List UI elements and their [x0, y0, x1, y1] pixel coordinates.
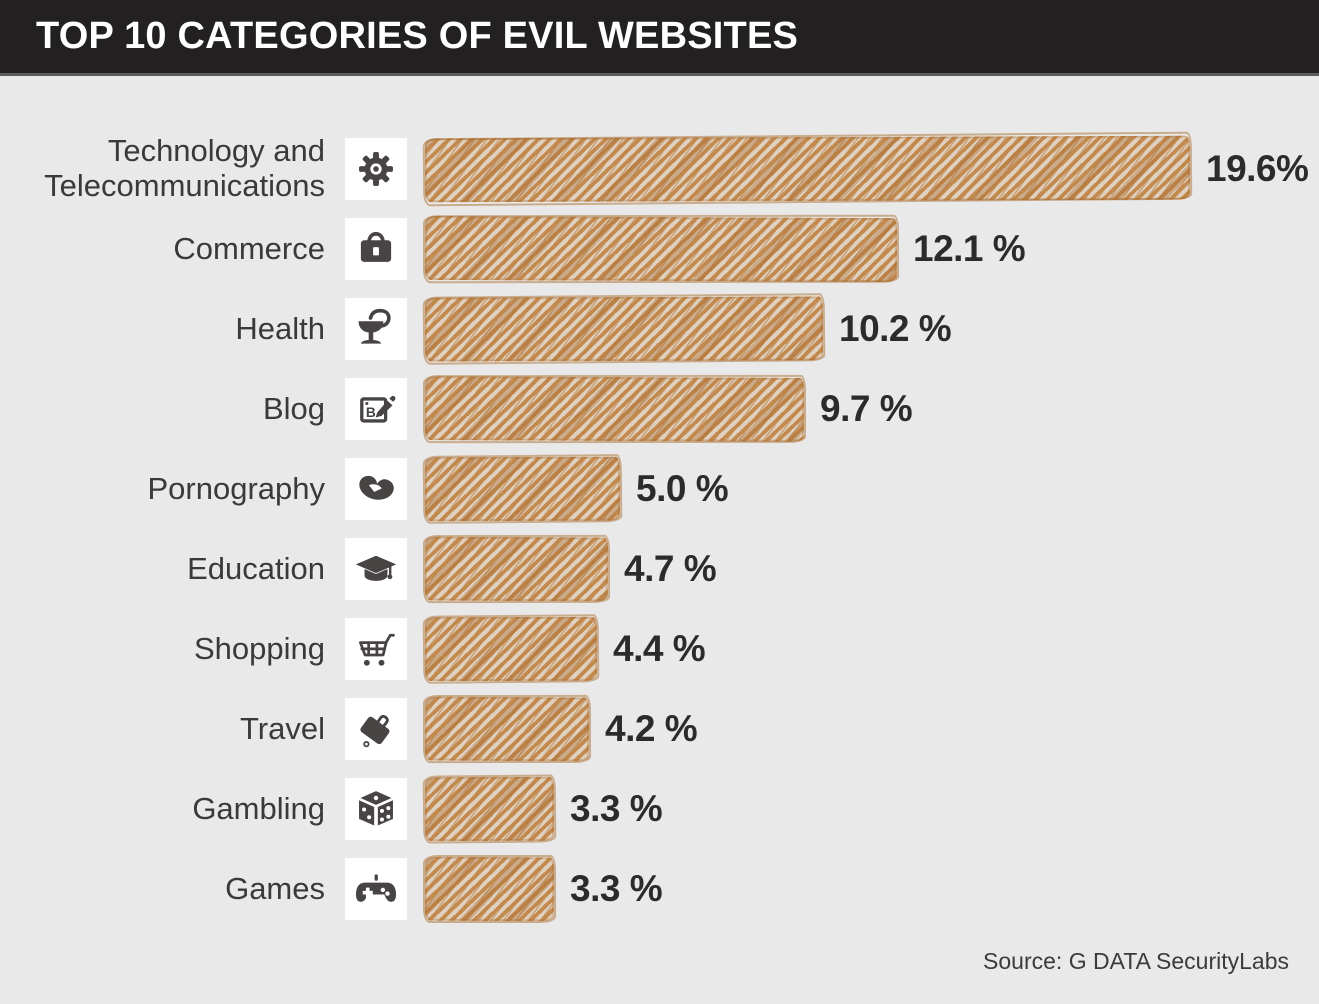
category-label: Pornography: [147, 470, 325, 506]
category-label: Education: [187, 550, 325, 586]
chart-row: Technology and Telecommunications 19.6%: [0, 129, 1319, 209]
blog-pencil-icon: B: [354, 387, 398, 431]
chart-row: Education 4.7 %: [0, 529, 1319, 609]
value-label: 19.6%: [1206, 148, 1309, 189]
category-icon-box: [345, 138, 407, 200]
lips-icon: [354, 467, 398, 511]
page-title: TOP 10 CATEGORIES OF EVIL WEBSITES: [36, 15, 799, 57]
category-icon-box: [345, 778, 407, 840]
category-label: Gambling: [192, 790, 325, 826]
value-label: 10.2 %: [839, 308, 952, 349]
graduation-cap-icon: [354, 547, 398, 591]
category-icon-box: [345, 618, 407, 680]
pharmacy-snake-icon: [354, 307, 398, 351]
bar: [424, 856, 555, 922]
category-icon-box: [345, 218, 407, 280]
gear-icon: [354, 147, 398, 191]
bar: [424, 215, 898, 283]
bar: [424, 536, 609, 602]
suitcase-icon: [354, 707, 398, 751]
category-icon-box: B: [345, 378, 407, 440]
bar: [424, 296, 824, 362]
dice-icon: [354, 787, 398, 831]
bar: [424, 456, 621, 522]
value-label: 9.7 %: [820, 388, 913, 429]
bar: [424, 776, 555, 842]
title-bar: TOP 10 CATEGORIES OF EVIL WEBSITES: [0, 0, 1319, 76]
category-label: Commerce: [173, 230, 325, 266]
bar-chart: Technology and Telecommunications 19.6% …: [0, 76, 1319, 929]
briefcase-icon: [354, 227, 398, 271]
value-label: 4.4 %: [613, 628, 706, 669]
value-label: 3.3 %: [570, 788, 663, 829]
category-label: Travel: [240, 710, 325, 746]
category-label: Technology and Telecommunications: [44, 133, 325, 203]
bar: [424, 376, 805, 442]
chart-row: Commerce 12.1 %: [0, 209, 1319, 289]
value-label: 4.2 %: [605, 708, 698, 749]
chart-row: Travel 4.2 %: [0, 689, 1319, 769]
chart-row: Games 3.3 %: [0, 849, 1319, 929]
chart-row: Blog B 9.7 %: [0, 369, 1319, 449]
category-icon-box: [345, 858, 407, 920]
chart-row: Gambling 3.3 %: [0, 769, 1319, 849]
source-credit: Source: G DATA SecurityLabs: [983, 948, 1289, 974]
category-icon-box: [345, 298, 407, 360]
svg-text:B: B: [366, 405, 376, 420]
chart-row: Shopping 4.4 %: [0, 609, 1319, 689]
category-label: Health: [235, 310, 325, 346]
category-icon-box: [345, 538, 407, 600]
category-icon-box: [345, 698, 407, 760]
value-label: 4.7 %: [624, 548, 717, 589]
chart-row: Pornography 5.0 %: [0, 449, 1319, 529]
category-icon-box: [345, 458, 407, 520]
category-label: Games: [225, 870, 325, 906]
value-label: 5.0 %: [636, 468, 729, 509]
bar: [424, 616, 598, 682]
category-label: Shopping: [193, 630, 325, 666]
value-label: 3.3 %: [570, 868, 663, 909]
gamepad-icon: [354, 867, 398, 911]
bar: [424, 696, 590, 762]
shopping-cart-icon: [354, 627, 398, 671]
bar: [424, 135, 1191, 203]
category-label: Blog: [262, 390, 325, 426]
chart-row: Health 10.2 %: [0, 289, 1319, 369]
value-label: 12.1 %: [913, 228, 1026, 269]
